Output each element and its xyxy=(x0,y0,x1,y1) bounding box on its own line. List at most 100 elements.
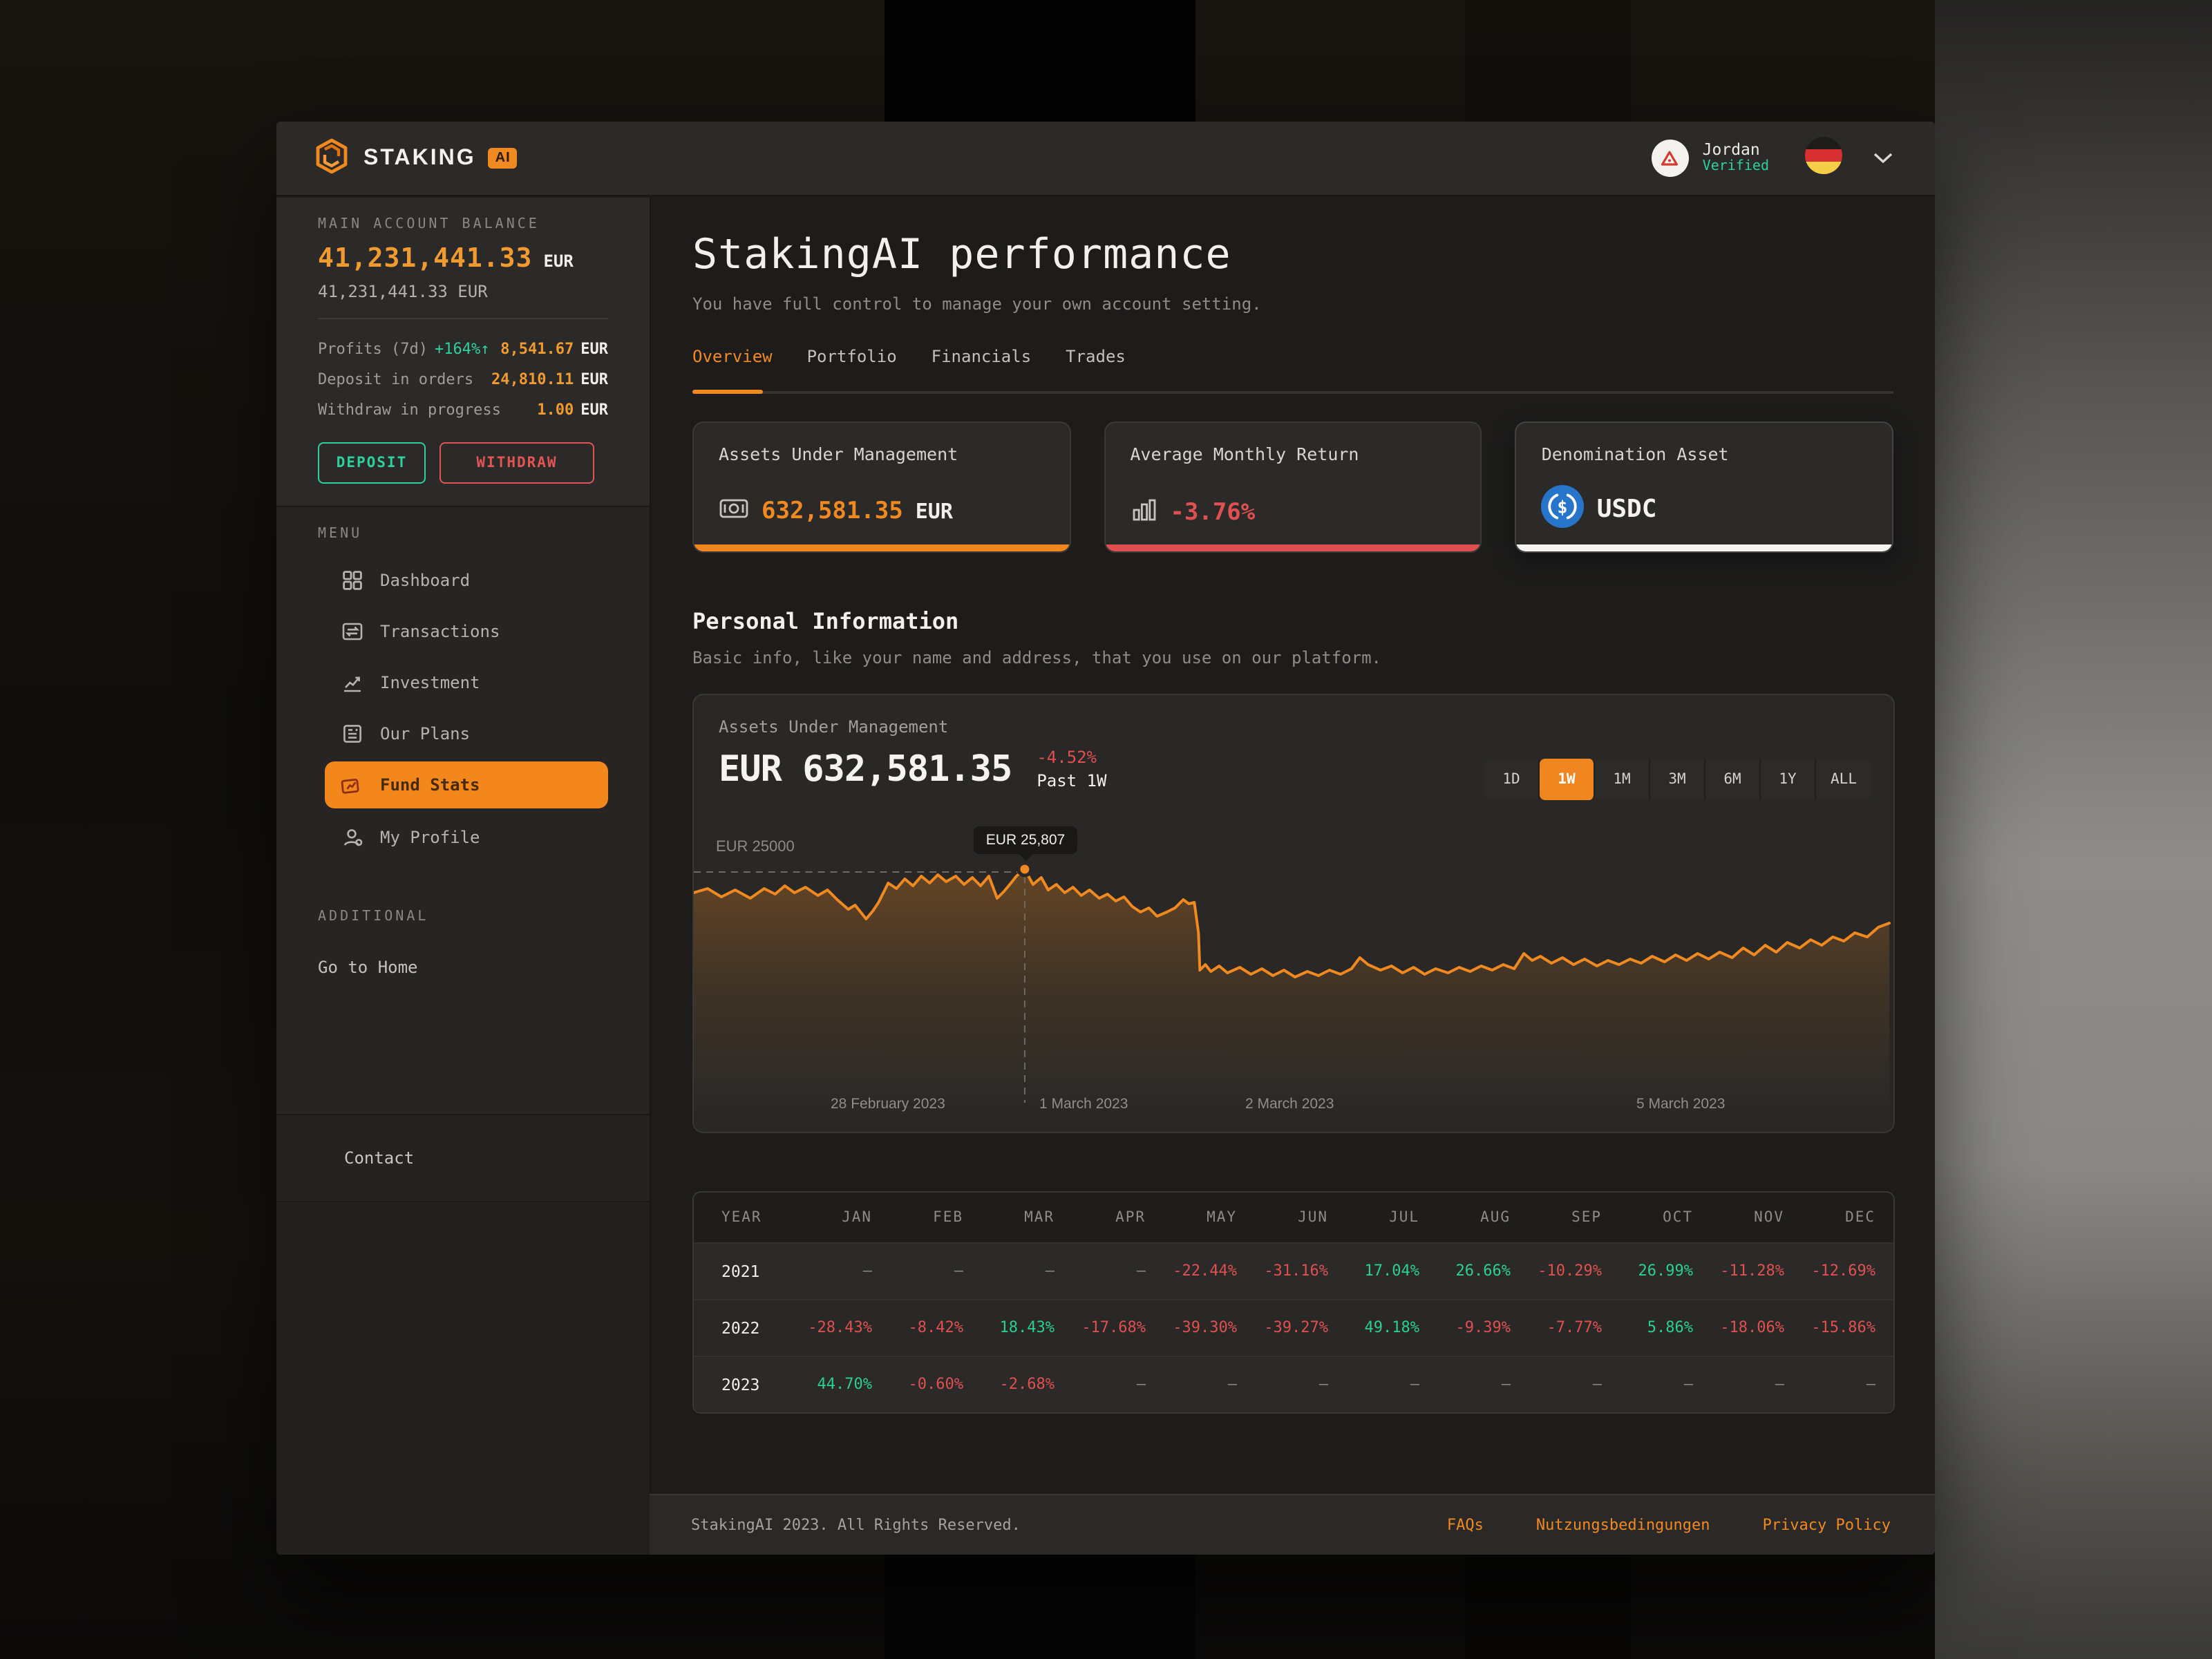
tab-underline-track xyxy=(692,390,1893,394)
balance-stat-row: Deposit in orders 24,810.11 EUR xyxy=(318,363,608,394)
range-button-3m[interactable]: 3M xyxy=(1650,759,1705,800)
card-accent-bar xyxy=(1516,544,1893,551)
sidebar-item-label: My Profile xyxy=(380,827,480,846)
balance-section-label: MAIN ACCOUNT BALANCE xyxy=(318,217,540,232)
range-button-1w[interactable]: 1W xyxy=(1540,759,1595,800)
contact-link[interactable]: Contact xyxy=(344,1148,415,1168)
tab-overview[interactable]: Overview xyxy=(692,347,773,366)
sidebar-item-our-plans[interactable]: Our Plans xyxy=(276,708,650,759)
x-axis-labels: 28 February 2023 1 March 2023 2 March 2023… xyxy=(694,1096,1893,1115)
return-cell: – xyxy=(1072,1242,1164,1299)
copyright-text: StakingAI 2023. All Rights Reserved. xyxy=(691,1516,1021,1534)
table-header-jul: JUL xyxy=(1346,1193,1437,1243)
return-cell: -11.28% xyxy=(1711,1242,1802,1299)
usdc-icon: $ xyxy=(1541,485,1585,533)
range-button-1m[interactable]: 1M xyxy=(1595,759,1650,800)
return-cell: – xyxy=(1437,1355,1529,1412)
personal-information-subtitle: Basic info, like your name and address, … xyxy=(692,648,1381,667)
balance-stat-row: Withdraw in progress 1.00 EUR xyxy=(318,394,608,424)
footer-link-faqs[interactable]: FAQs xyxy=(1446,1516,1484,1534)
sidebar-item-fund-stats[interactable]: Fund Stats xyxy=(325,761,608,808)
brand-ai-badge: AI xyxy=(488,148,518,169)
stat-label: Deposit in orders xyxy=(318,370,474,388)
deposit-button[interactable]: DEPOSIT xyxy=(318,442,426,484)
investment-icon xyxy=(340,670,363,694)
table-header-nov: NOV xyxy=(1711,1193,1802,1243)
contact-panel: Contact xyxy=(276,1114,650,1201)
x-axis-label: 5 March 2023 xyxy=(1636,1096,1726,1112)
sidebar-item-label: Our Plans xyxy=(380,723,471,743)
return-cell: 44.70% xyxy=(799,1355,890,1412)
language-flag-germany-icon[interactable] xyxy=(1805,137,1842,180)
sidebar-item-investment[interactable]: Investment xyxy=(276,656,650,708)
balance-stats: Profits (7d) +164%↑ 8,541.67 EUR Deposit in … xyxy=(318,333,608,424)
sidebar-item-label: Dashboard xyxy=(380,570,471,589)
range-button-all[interactable]: ALL xyxy=(1831,771,1857,788)
return-cell: -12.69% xyxy=(1802,1242,1893,1299)
footer-link-privacy-policy[interactable]: Privacy Policy xyxy=(1762,1516,1891,1534)
return-cell: -31.16% xyxy=(1255,1242,1346,1299)
return-cell: -9.39% xyxy=(1437,1298,1529,1356)
card-denomination-asset: Denomination Asset $ USDC xyxy=(1515,421,1894,553)
user-menu[interactable]: Jordan Verified xyxy=(1651,140,1769,177)
cash-icon xyxy=(719,493,749,529)
return-cell: -0.60% xyxy=(890,1355,981,1412)
table-header-apr: APR xyxy=(1072,1193,1164,1243)
chart-tooltip: EUR 25,807 xyxy=(973,826,1078,854)
return-cell: -15.86% xyxy=(1802,1298,1893,1356)
profile-icon xyxy=(340,825,363,849)
sidebar-item-label: Fund Stats xyxy=(380,775,480,795)
page-title: StakingAI performance xyxy=(692,231,1231,279)
gridline-label: EUR 25000 xyxy=(716,839,795,855)
chart-current-value: EUR 632,581.35 xyxy=(719,748,1012,790)
table-header-may: MAY xyxy=(1164,1193,1255,1243)
sidebar-item-transactions[interactable]: Transactions xyxy=(276,605,650,656)
return-cell: 17.04% xyxy=(1346,1242,1437,1299)
monthly-return-value: -3.76% xyxy=(1170,499,1256,527)
sidebar-item-my-profile[interactable]: My Profile xyxy=(276,811,650,862)
card-title: Average Monthly Return xyxy=(1130,444,1359,464)
footer-link-nutzungsbedingungen[interactable]: Nutzungsbedingungen xyxy=(1535,1516,1710,1534)
return-cell: – xyxy=(1802,1355,1893,1412)
app-header: STAKING AI Jordan Verified xyxy=(276,122,1935,196)
chevron-down-icon[interactable] xyxy=(1873,152,1893,164)
stat-value: 8,541.67 xyxy=(500,339,574,357)
main-balance-currency: EUR xyxy=(543,252,574,271)
table-header-dec: DEC xyxy=(1802,1193,1893,1243)
brand-logo[interactable]: STAKING AI xyxy=(312,136,518,180)
table-header-jun: JUN xyxy=(1255,1193,1346,1243)
time-range-selector: 1D 1W 1M 3M 6M 1Y ALL xyxy=(1484,759,1871,800)
secondary-balance: 41,231,441.33 EUR xyxy=(318,282,488,301)
return-cell: – xyxy=(1072,1355,1164,1412)
return-cell: – xyxy=(981,1242,1072,1299)
chart-svg xyxy=(694,861,1891,1117)
x-axis-label: 2 March 2023 xyxy=(1245,1096,1334,1112)
tab-trades[interactable]: Trades xyxy=(1066,347,1126,366)
menu-panel: MENU Dashboard Transactions Investment Our … xyxy=(276,506,650,1114)
return-cell: -39.30% xyxy=(1164,1298,1255,1356)
tab-financials[interactable]: Financials xyxy=(931,347,1032,366)
range-button-6m[interactable]: 6M xyxy=(1705,759,1761,800)
sidebar-link-go-to-home[interactable]: Go to Home xyxy=(318,958,418,977)
svg-text:$: $ xyxy=(1558,497,1568,518)
range-button-1y[interactable]: 1Y xyxy=(1761,759,1816,800)
user-name: Jordan xyxy=(1702,140,1760,160)
tab-bar: Overview Portfolio Financials Trades xyxy=(692,347,1893,366)
footer: StakingAI 2023. All Rights Reserved. FAQ… xyxy=(650,1494,1935,1555)
card-title: Denomination Asset xyxy=(1541,444,1729,464)
divider xyxy=(318,318,608,319)
sidebar-item-dashboard[interactable]: Dashboard xyxy=(276,554,650,605)
year-cell: 2023 xyxy=(694,1355,799,1412)
table-row-2023: 2023 44.70% -0.60% -2.68% – – – – – – – – – xyxy=(694,1355,1893,1412)
withdraw-button[interactable]: WITHDRAW xyxy=(439,442,594,484)
fund-stats-icon xyxy=(340,773,363,797)
additional-list: Go to Home xyxy=(276,947,650,988)
avatar xyxy=(1651,140,1689,177)
table-header-year: YEAR xyxy=(694,1193,799,1243)
return-cell: 49.18% xyxy=(1346,1298,1437,1356)
tab-portfolio[interactable]: Portfolio xyxy=(806,347,897,366)
staking-hexagon-logo-icon xyxy=(312,136,351,180)
range-button-1d[interactable]: 1D xyxy=(1484,759,1540,800)
return-cell: -17.68% xyxy=(1072,1298,1164,1356)
